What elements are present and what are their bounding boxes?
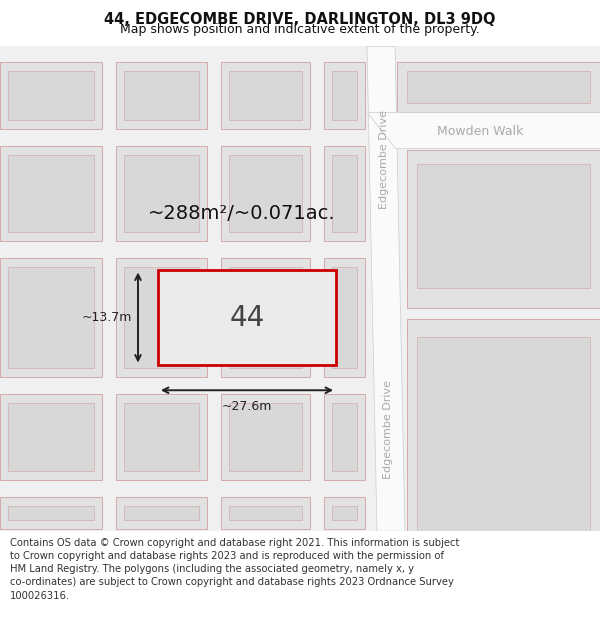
Bar [0,62,102,129]
Bar [0,498,102,529]
Bar [221,146,310,241]
Bar [158,269,336,366]
Bar [116,498,207,529]
Bar [229,506,302,520]
Bar [8,268,94,368]
Bar [417,338,590,586]
Text: Contains OS data © Crown copyright and database right 2021. This information is : Contains OS data © Crown copyright and d… [10,538,460,601]
Text: 44, EDGECOMBE DRIVE, DARLINGTON, DL3 9DQ: 44, EDGECOMBE DRIVE, DARLINGTON, DL3 9DQ [104,11,496,26]
Text: ~27.6m: ~27.6m [222,401,272,413]
Bar [332,154,357,232]
Bar [229,71,302,119]
Bar [229,268,302,368]
Bar [407,150,600,308]
Text: ~13.7m: ~13.7m [82,311,132,324]
Text: Edgecombe Drive: Edgecombe Drive [379,109,389,209]
Bar [116,394,207,481]
Bar [8,154,94,232]
Bar [221,258,310,377]
Bar [116,62,207,129]
Bar [332,402,357,471]
Bar [332,268,357,368]
Bar [324,498,365,529]
Text: Mowden Walk: Mowden Walk [437,126,523,139]
Bar [221,498,310,529]
Polygon shape [367,46,405,531]
Bar [0,258,102,377]
Bar [229,154,302,232]
Bar [8,506,94,520]
Bar [221,62,310,129]
Bar [332,71,357,119]
Text: Map shows position and indicative extent of the property.: Map shows position and indicative extent… [120,23,480,36]
Bar [324,146,365,241]
Bar [417,164,590,288]
Bar [407,319,600,612]
Bar [124,154,199,232]
Text: 44: 44 [229,304,265,331]
Bar [229,402,302,471]
Text: ~288m²/~0.071ac.: ~288m²/~0.071ac. [148,204,336,222]
Bar [324,394,365,481]
Bar [8,71,94,119]
Bar [407,71,590,102]
Bar [221,394,310,481]
Bar [332,506,357,520]
Bar [116,146,207,241]
Text: Edgecombe Drive: Edgecombe Drive [383,380,393,479]
Bar [0,394,102,481]
Bar [397,62,600,112]
Bar [8,402,94,471]
Polygon shape [367,112,600,148]
Bar [324,62,365,129]
Bar [124,71,199,119]
Bar [124,402,199,471]
Bar [324,258,365,377]
Bar [124,268,199,368]
Bar [124,506,199,520]
Bar [116,258,207,377]
Bar [0,146,102,241]
